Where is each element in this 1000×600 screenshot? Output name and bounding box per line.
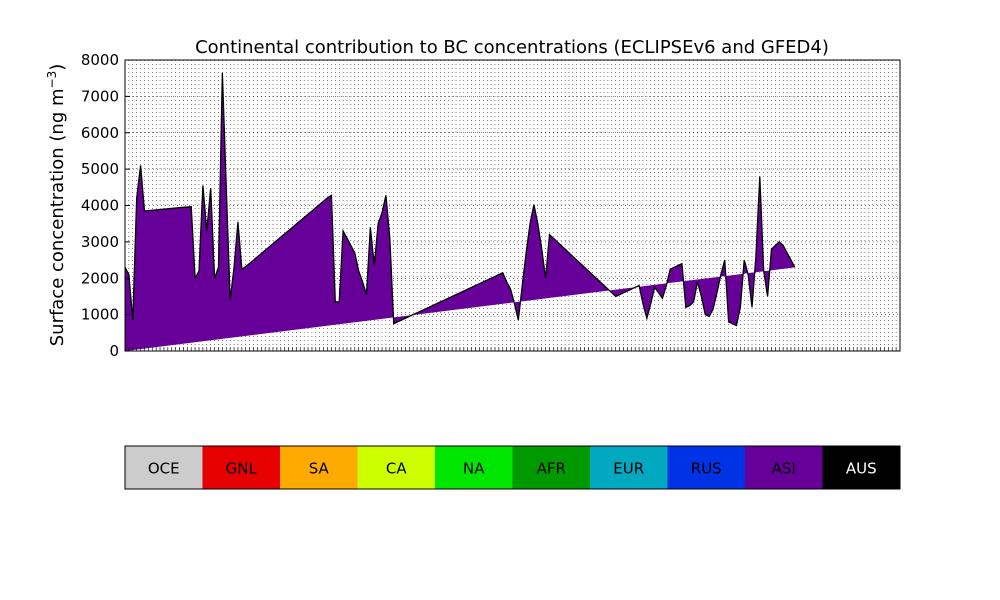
y-tick-label: 6000 <box>81 124 119 142</box>
legend: OCE GNL SA CA NA AFR EUR RUS ASI AUS <box>124 445 901 490</box>
legend-swatch-afr <box>512 446 590 489</box>
legend-label-ca: CA <box>386 460 407 478</box>
legend-swatch-na <box>435 446 513 489</box>
legend-label-asi: ASI <box>772 460 796 478</box>
legend-label-eur: EUR <box>613 460 644 478</box>
y-axis-label-close: ) <box>47 64 68 71</box>
y-tick-label: 7000 <box>81 87 119 105</box>
y-tick-label: 5000 <box>81 160 119 178</box>
y-axis-label-sup: −3 <box>45 71 59 89</box>
legend-swatch-rus <box>667 446 745 489</box>
legend-swatch-oce <box>125 446 203 489</box>
y-axis-ticks: 0 1000 2000 3000 4000 5000 6000 7000 8000 <box>81 51 130 360</box>
legend-label-gnl: GNL <box>226 460 258 478</box>
legend-swatch-sa <box>280 446 358 489</box>
legend-swatch-eur <box>590 446 668 489</box>
legend-label-sa: SA <box>309 460 330 478</box>
legend-label-na: NA <box>463 460 485 478</box>
x-axis-ticks <box>124 347 901 351</box>
legend-label-aus: AUS <box>846 460 877 478</box>
y-tick-label: 0 <box>109 342 119 360</box>
y-tick-label: 1000 <box>81 306 119 324</box>
area-asi <box>125 72 795 351</box>
y-axis-label: Surface concentration (ng m−3) <box>45 64 68 347</box>
legend-frame <box>124 445 901 490</box>
y-axis-label-main: Surface concentration (ng m <box>47 88 68 346</box>
area-top-line <box>124 72 796 327</box>
legend-label-rus: RUS <box>691 460 722 478</box>
legend-swatch-ca <box>357 446 435 489</box>
legend-swatch-asi <box>745 446 823 489</box>
legend-label-oce: OCE <box>148 460 180 478</box>
y-tick-label: 3000 <box>81 233 119 251</box>
y-tick-label: 8000 <box>81 51 119 69</box>
legend-swatch-aus <box>822 446 900 489</box>
y-tick-label: 2000 <box>81 269 119 287</box>
legend-swatch-gnl <box>202 446 280 489</box>
y-tick-label: 4000 <box>81 197 119 215</box>
grid <box>124 60 901 351</box>
legend-label-afr: AFR <box>537 460 566 478</box>
stacked-area <box>124 72 796 351</box>
chart-title: Continental contribution to BC concentra… <box>195 37 829 58</box>
